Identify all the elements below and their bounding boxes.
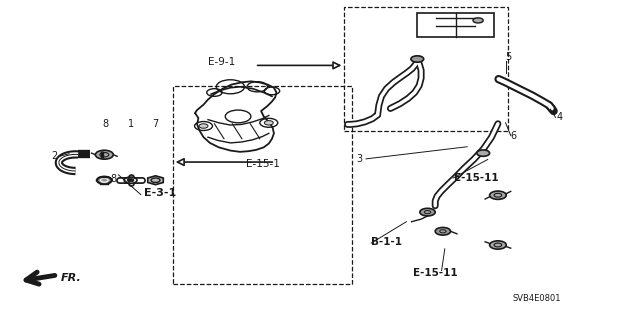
Circle shape: [473, 18, 483, 23]
Circle shape: [411, 56, 424, 62]
Circle shape: [420, 208, 435, 216]
Text: 1: 1: [127, 119, 134, 129]
Text: FR.: FR.: [61, 272, 81, 283]
Text: 3: 3: [356, 154, 363, 164]
Text: 8: 8: [102, 119, 109, 129]
Text: E-15-1: E-15-1: [246, 159, 280, 169]
Bar: [173, 86, 352, 284]
Circle shape: [264, 121, 273, 125]
Text: E-9-1: E-9-1: [208, 57, 236, 67]
Text: 8: 8: [111, 174, 117, 184]
Circle shape: [199, 124, 208, 128]
Text: E-15-11: E-15-11: [454, 173, 499, 183]
Text: B-1-1: B-1-1: [371, 237, 402, 247]
Circle shape: [490, 191, 506, 199]
Text: 6: 6: [511, 130, 517, 141]
Polygon shape: [148, 176, 163, 185]
Circle shape: [477, 150, 490, 156]
Bar: [344, 7, 508, 131]
Text: E-3-1: E-3-1: [144, 188, 176, 198]
Text: E-15-11: E-15-11: [413, 268, 458, 278]
Text: 7: 7: [152, 119, 159, 129]
Circle shape: [490, 241, 506, 249]
Circle shape: [97, 176, 112, 184]
Text: 5: 5: [506, 52, 512, 63]
Text: 4: 4: [557, 112, 563, 122]
Text: 2: 2: [51, 151, 58, 161]
Text: SVB4E0801: SVB4E0801: [512, 294, 561, 303]
Circle shape: [127, 179, 134, 182]
Circle shape: [95, 150, 113, 159]
Bar: [417, 13, 494, 37]
Circle shape: [435, 227, 451, 235]
